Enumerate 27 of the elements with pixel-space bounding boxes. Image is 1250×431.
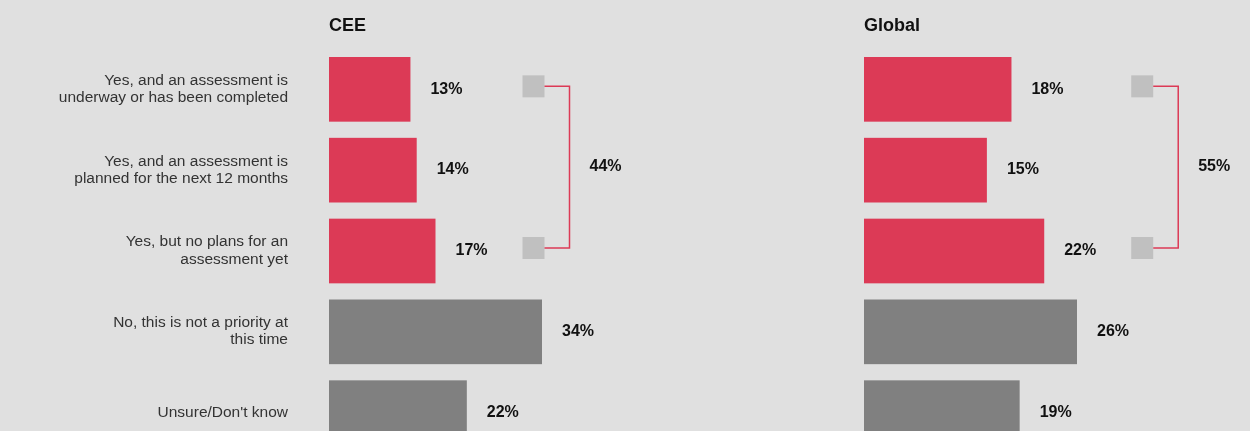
y-tick-label: Unsure/Don't know (157, 402, 289, 420)
chart-title: Global (864, 15, 921, 35)
y-tick-label: Yes, but no plans for an assessment yet (125, 232, 289, 267)
bar (864, 137, 987, 203)
bar (329, 57, 411, 122)
bar (864, 299, 1077, 365)
y-tick-label: No, this is not a priority at this time (113, 313, 289, 348)
bar (329, 299, 542, 365)
chart-title: CEE (329, 15, 367, 35)
y-tick-label: Yes, and an assessment is underway or has been completed (58, 70, 289, 105)
text: 55% (1198, 157, 1231, 175)
data-label: 18% (1031, 79, 1064, 97)
bar (329, 137, 417, 203)
data-label: 26% (1097, 322, 1130, 340)
bar (329, 218, 436, 284)
data-label: 34% (562, 322, 595, 340)
data-label: 22% (1064, 241, 1097, 259)
y-tick-label: Yes, and an assessment is planned for the next 12 months (74, 151, 289, 186)
data-label: 22% (486, 402, 519, 420)
data-label: 17% (455, 241, 488, 259)
data-label: 15% (1006, 160, 1039, 178)
data-label: 14% (436, 160, 469, 178)
bar (864, 218, 1045, 284)
data-label: 13% (430, 79, 463, 97)
data-label: 19% (1039, 402, 1072, 420)
text: 44% (589, 157, 622, 175)
bar (864, 57, 1012, 122)
